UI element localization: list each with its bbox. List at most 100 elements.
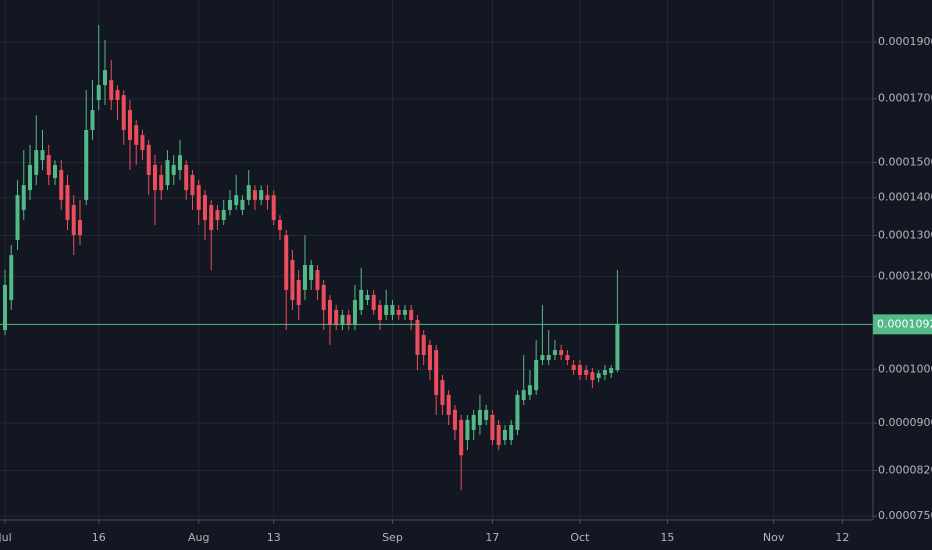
candle-body	[2, 284, 7, 331]
candle-body	[177, 155, 182, 171]
candle-body	[377, 304, 382, 321]
y-tick-label: 0.00010000	[878, 362, 932, 375]
candle-body	[552, 350, 557, 355]
candle-body	[384, 304, 389, 315]
candle-body	[571, 365, 576, 371]
y-tick-label: 0.00007500	[878, 509, 932, 522]
candle-body	[234, 195, 239, 206]
axis-labels: 0.00019000 0.00017000 0.00015000 0.00014000…	[0, 35, 932, 544]
candle-body	[159, 174, 164, 191]
candle-body	[584, 370, 589, 375]
candle-body	[59, 170, 64, 200]
candle-body	[40, 150, 45, 161]
y-tick-label: 0.00015000	[878, 156, 932, 169]
candle-body	[521, 390, 526, 401]
candle-body	[215, 209, 220, 221]
candle-body	[390, 304, 395, 315]
candle-body	[52, 164, 57, 179]
candle-body	[209, 205, 214, 231]
x-tick-label: 16	[92, 531, 106, 544]
x-tick-label: Nov	[763, 531, 785, 544]
candle-body	[427, 344, 432, 371]
candle-body	[540, 354, 545, 360]
candle-body	[296, 279, 301, 305]
candle-body	[115, 90, 120, 101]
candle-body	[34, 150, 39, 175]
candle-body	[77, 220, 82, 236]
candle-body	[577, 365, 582, 375]
candle-body	[140, 135, 145, 151]
candle-body	[321, 284, 326, 310]
candle-body	[615, 324, 620, 371]
x-tick-label: Jul	[0, 531, 12, 544]
y-tick-label: 0.00017000	[878, 92, 932, 105]
candle-body	[102, 70, 107, 86]
x-tick-label: Oct	[570, 531, 590, 544]
last-price-label: 0.00010922	[877, 317, 932, 330]
candle-body	[415, 320, 420, 355]
y-tick-label: 0.00008200	[878, 464, 932, 477]
candle-body	[334, 309, 339, 325]
candle-body	[359, 289, 364, 310]
candle-body	[352, 300, 357, 325]
candle-body	[196, 185, 201, 210]
candle-body	[434, 350, 439, 395]
candle-body	[402, 309, 407, 315]
candle-body	[559, 350, 564, 355]
candle-body	[609, 368, 614, 374]
y-tick-label: 0.00013000	[878, 229, 932, 242]
candle-body	[27, 164, 32, 191]
candle-body	[240, 199, 245, 210]
candles	[0, 25, 873, 491]
candle-body	[146, 144, 151, 175]
candle-body	[421, 335, 426, 355]
candle-body	[459, 419, 464, 456]
candle-body	[590, 372, 595, 381]
candle-body	[302, 264, 307, 290]
candle-body	[465, 419, 470, 441]
candle-body	[484, 409, 489, 420]
candle-body	[127, 110, 132, 140]
candle-body	[152, 164, 157, 191]
candle-body	[315, 270, 320, 290]
candle-body	[446, 394, 451, 415]
candle-body	[15, 195, 20, 241]
candle-body	[246, 185, 251, 200]
candle-body	[90, 110, 95, 130]
candle-body	[565, 354, 570, 360]
x-tick-label: 15	[660, 531, 674, 544]
last-price-badge	[873, 314, 932, 335]
candle-body	[596, 373, 601, 379]
candle-body	[290, 260, 295, 301]
candle-body	[515, 394, 520, 430]
candle-body	[184, 164, 189, 191]
candle-body	[109, 80, 114, 101]
candle-body	[440, 380, 445, 405]
candle-body	[309, 264, 314, 280]
candle-body	[271, 195, 276, 221]
candle-body	[284, 235, 289, 290]
candle-body	[171, 164, 176, 175]
x-tick-label: 12	[835, 531, 849, 544]
candle-body	[277, 220, 282, 231]
candle-body	[509, 425, 514, 441]
candle-body	[477, 409, 482, 426]
candle-body	[409, 309, 414, 321]
x-tick-label: 13	[267, 531, 281, 544]
candle-body	[21, 185, 26, 210]
candle-body	[602, 370, 607, 375]
y-tick-label: 0.00019000	[878, 35, 932, 48]
candle-body	[9, 255, 14, 301]
y-tick-label: 0.00014000	[878, 191, 932, 204]
candle-body	[534, 359, 539, 391]
y-tick-label: 0.00012000	[878, 269, 932, 282]
candle-body	[252, 190, 257, 200]
candle-body	[227, 199, 232, 210]
x-tick-label: 17	[485, 531, 499, 544]
x-tick-label: Sep	[382, 531, 403, 544]
candle-body	[396, 309, 401, 315]
candle-body	[46, 155, 51, 175]
candle-body	[327, 300, 332, 325]
